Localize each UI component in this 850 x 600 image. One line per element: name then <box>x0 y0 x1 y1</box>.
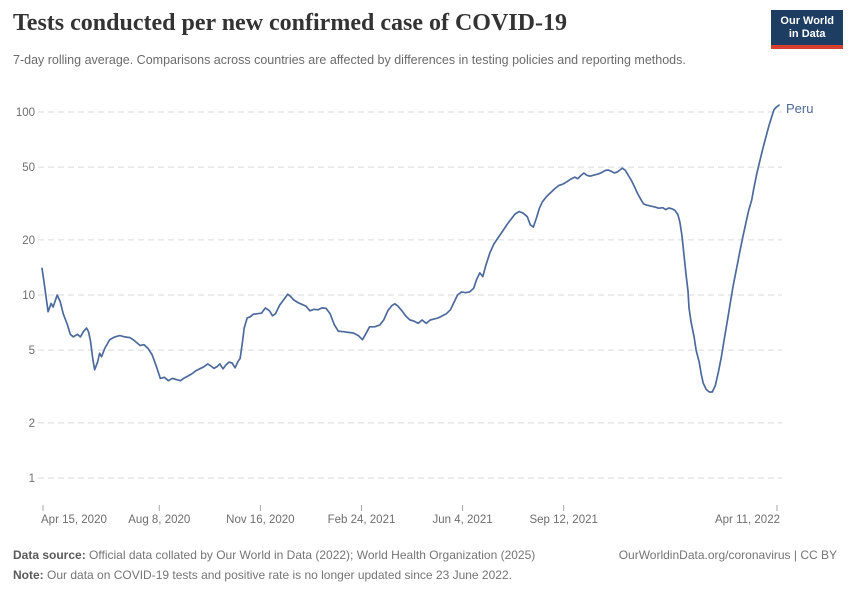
owid-link[interactable]: OurWorldinData.org/coronavirus | CC BY <box>618 548 837 562</box>
y-tick-label: 1 <box>29 473 35 485</box>
data-source-label: Data source: <box>13 548 86 562</box>
data-source-value: Official data collated by Our World in D… <box>85 548 536 562</box>
y-tick-label: 2 <box>29 418 35 430</box>
note-value: Our data on COVID-19 tests and positive … <box>43 568 512 583</box>
series-line-peru[interactable] <box>41 104 780 393</box>
x-tick-label: Aug 8, 2020 <box>128 514 190 526</box>
y-tick-label: 10 <box>22 290 35 302</box>
series-label-peru[interactable]: Peru <box>786 101 813 116</box>
chart-footer: Data source: Official data collated by O… <box>13 547 837 585</box>
page-title: Tests conducted per new confirmed case o… <box>13 10 567 36</box>
x-tick-label: Apr 11, 2022 <box>715 514 780 526</box>
y-tick-label: 100 <box>16 107 35 119</box>
x-tick-label: Apr 15, 2020 <box>41 514 107 526</box>
note-text: Note: Our data on COVID-19 tests and pos… <box>13 567 837 584</box>
note-label: Note: <box>13 568 44 583</box>
owid-logo-line2: in Data <box>788 28 826 40</box>
data-source-text: Data source: Official data collated by O… <box>13 547 535 564</box>
y-tick-label: 5 <box>29 345 35 357</box>
owid-logo: Our World in Data <box>771 10 843 49</box>
x-tick-label: Nov 16, 2020 <box>226 514 294 526</box>
line-chart-canvas[interactable]: 1 2 5 10 20 50 100 Apr 15, 2020 Aug 8, 2020 Nov 1… <box>0 0 850 540</box>
y-tick-label: 20 <box>22 235 35 247</box>
y-tick-label: 50 <box>22 162 35 174</box>
x-tick-label: Sep 12, 2021 <box>529 514 597 526</box>
x-tick-label: Jun 4, 2021 <box>433 514 493 526</box>
owid-logo-line1: Our World <box>780 15 834 27</box>
page-subtitle: 7-day rolling average. Comparisons acros… <box>13 53 686 67</box>
x-tick-label: Feb 24, 2021 <box>328 514 396 526</box>
